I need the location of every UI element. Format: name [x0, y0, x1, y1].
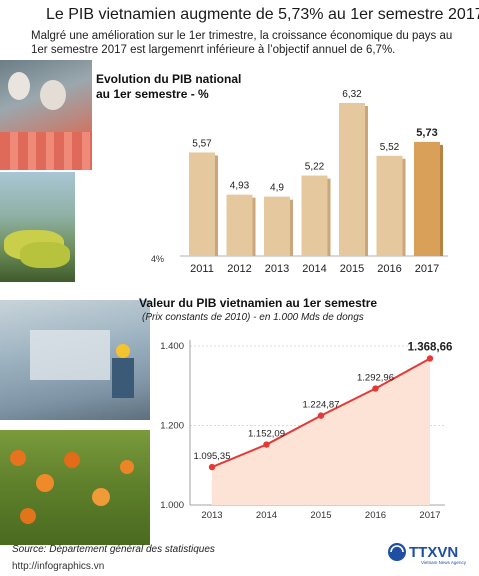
- area-chart-title: Valeur du PIB vietnamien au 1er semestre: [139, 296, 378, 310]
- area-fill: [212, 358, 430, 505]
- area-x-label: 2014: [256, 510, 277, 521]
- page-title: Le PIB vietnamien augmente de 5,73% au 1…: [46, 6, 479, 23]
- industry-workers-photo: [0, 300, 150, 420]
- ttxvn-logo: TTXVN Vietnam News Agency: [387, 540, 469, 566]
- bar-category-label: 2016: [377, 263, 401, 275]
- banana-harvest-photo: [0, 172, 75, 282]
- area-point: [317, 412, 325, 419]
- factory-workers-photo: [0, 60, 92, 170]
- area-value-label: 1.152,09: [248, 429, 285, 440]
- bar: [264, 196, 290, 256]
- bar-value-label: 4,93: [230, 181, 250, 192]
- logo-text: TTXVN: [409, 544, 458, 561]
- fruit-photo: [0, 430, 150, 545]
- area-value-label: 1.292,96: [357, 373, 394, 384]
- bar-chart-title-line2: au 1er semestre - %: [96, 87, 209, 101]
- area-ytick-label: 1.400: [160, 341, 184, 352]
- logo-tagline: Vietnam News Agency: [421, 560, 467, 565]
- area-value-label: 1.224,87: [303, 400, 340, 411]
- bar-category-label: 2017: [415, 263, 439, 275]
- bar-category-label: 2012: [227, 263, 251, 275]
- bar-value-label: 6,32: [342, 89, 362, 100]
- bar: [339, 103, 365, 256]
- bar: [189, 152, 215, 256]
- bar: [226, 194, 253, 256]
- bar-shadow: [402, 158, 406, 256]
- area-point: [263, 441, 270, 448]
- area-ytick-label: 1.200: [160, 421, 184, 432]
- bar-shadow: [365, 106, 368, 256]
- area-x-label: 2015: [310, 510, 331, 521]
- bar-value-label: 5,52: [380, 142, 400, 153]
- bar-shadow: [290, 199, 293, 256]
- bar: [414, 141, 440, 256]
- bar-value-label: 5,73: [416, 127, 437, 139]
- area-ytick-label: 1.000: [160, 500, 184, 511]
- area-point: [208, 463, 216, 471]
- page-subtitle: Malgré une amélioration sur le 1er trime…: [31, 30, 453, 56]
- bar-shadow: [327, 178, 331, 256]
- area-point: [372, 385, 379, 392]
- area-x-label: 2013: [201, 510, 222, 521]
- bar-shadow: [252, 197, 256, 256]
- area-x-label: 2017: [419, 510, 440, 521]
- bar: [301, 175, 328, 256]
- bar: [376, 155, 403, 256]
- bar-chart-title: Evolution du PIB national au 1er semestr…: [96, 72, 241, 102]
- source-note: Source: Département général des statisti…: [12, 544, 215, 555]
- area-x-label: 2016: [365, 510, 386, 521]
- bar-shadow: [215, 155, 218, 256]
- bar-value-label: 4,9: [270, 183, 284, 194]
- bar-value-label: 5,57: [192, 138, 212, 149]
- bar-category-label: 2011: [190, 263, 214, 275]
- bar-shadow: [440, 144, 443, 256]
- bar-value-label: 5,22: [305, 162, 325, 173]
- area-chart-subtitle: (Prix constants de 2010) - en 1.000 Mds …: [142, 312, 364, 323]
- area-value-label: 1.368,66: [408, 341, 453, 353]
- bar-chart-title-line1: Evolution du PIB national: [96, 72, 242, 86]
- area-value-label: 1.095,35: [194, 451, 231, 462]
- area-point: [426, 355, 434, 362]
- website-link[interactable]: http://infographics.vn: [12, 561, 105, 572]
- bar-category-label: 2013: [265, 263, 289, 275]
- bar-category-label: 2014: [302, 263, 326, 275]
- bar-category-label: 2015: [340, 263, 364, 275]
- bar-axis-min-label: 4%: [151, 254, 164, 264]
